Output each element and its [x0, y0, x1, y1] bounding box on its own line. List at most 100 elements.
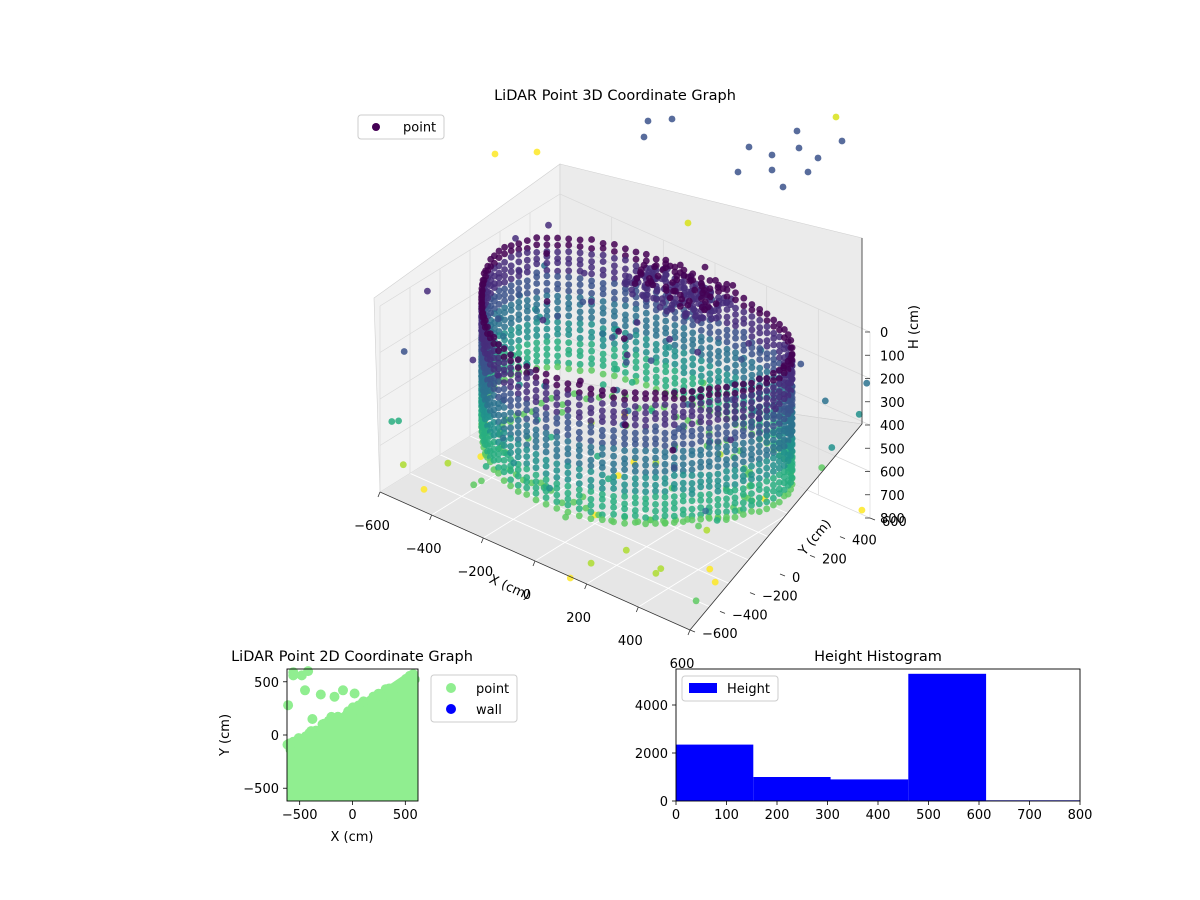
point-3d	[763, 457, 771, 465]
point-3d	[748, 507, 755, 515]
point-3d	[575, 512, 583, 520]
point-3d	[565, 287, 573, 295]
point-3d	[676, 261, 684, 269]
point-3d	[642, 435, 649, 443]
point-3d	[523, 406, 531, 414]
point-3d	[507, 294, 515, 302]
point-3d	[537, 399, 545, 407]
point-3d	[553, 414, 561, 422]
point-3d	[705, 412, 713, 420]
point-3d	[632, 372, 640, 380]
point-3d	[515, 268, 523, 275]
point-3d	[670, 421, 678, 429]
point-3d	[714, 416, 722, 423]
point-3d	[507, 467, 514, 475]
point-3d	[622, 289, 629, 297]
point-3d	[670, 433, 678, 441]
points-2d	[282, 666, 420, 801]
point-3d	[598, 485, 606, 492]
point-3d	[542, 456, 550, 464]
point-3d	[610, 413, 617, 421]
point-3d	[652, 454, 659, 462]
point-3d	[587, 396, 595, 403]
point-3d	[780, 436, 788, 444]
point-3d	[652, 493, 659, 501]
point-3d	[714, 450, 722, 458]
point-3d	[755, 435, 763, 443]
point-3d	[697, 446, 705, 454]
x-tick-label-3d: 400	[618, 634, 643, 649]
point-3d	[553, 394, 561, 401]
point-3d	[611, 365, 618, 373]
point-3d	[564, 469, 572, 477]
point-3d	[598, 432, 606, 440]
point-3d	[770, 329, 778, 337]
point-3d	[500, 417, 508, 425]
point-3d	[642, 416, 649, 424]
point-3d	[540, 484, 548, 492]
point-3d	[605, 475, 612, 483]
point-3d	[599, 245, 607, 252]
point-3d	[626, 333, 634, 340]
point-3d	[622, 311, 629, 319]
point-3d	[388, 418, 396, 425]
point-3d	[770, 462, 777, 469]
point-3d	[740, 347, 748, 354]
point-3d	[688, 505, 696, 513]
point-3d	[679, 485, 687, 493]
point-3d	[780, 375, 788, 383]
point-3d	[732, 334, 739, 342]
point-3d	[553, 452, 561, 460]
point-3d	[755, 415, 763, 422]
point-3d	[507, 383, 514, 391]
point-3d	[731, 461, 739, 469]
ticks-histogram: 0 100 200 300 400 500 600 700 800 0 2000 4000	[635, 699, 1093, 823]
point-3d	[554, 285, 561, 293]
point-3d	[642, 335, 650, 343]
point-3d	[621, 455, 628, 463]
x-tick-label-3d: 600	[670, 657, 695, 672]
point-3d	[643, 295, 650, 303]
point-3d	[763, 400, 771, 408]
point-3d	[661, 519, 669, 527]
point-3d	[670, 403, 678, 410]
point-3d	[652, 389, 659, 397]
point-3d	[599, 271, 607, 279]
point-3d	[694, 348, 702, 356]
point-3d	[818, 464, 826, 471]
point-3d	[554, 234, 561, 242]
point-3d	[748, 404, 755, 412]
point-3d	[697, 478, 705, 486]
point-3d	[611, 241, 618, 248]
point-3d	[679, 471, 687, 479]
point-3d	[632, 364, 640, 372]
point-3d	[770, 474, 777, 482]
point-3d	[723, 448, 730, 456]
point-3d	[775, 458, 783, 466]
point-3d	[631, 435, 639, 443]
x-tick-label-hist: 600	[967, 808, 992, 823]
x-tick-label-2d: −500	[282, 808, 318, 823]
point-3d	[514, 364, 522, 371]
point-3d	[532, 387, 540, 394]
y-tick-label-3d: −200	[762, 590, 798, 605]
point-2d	[387, 685, 398, 696]
point-3d	[543, 250, 550, 257]
point-3d	[564, 399, 572, 407]
point-3d	[632, 305, 640, 313]
point-3d	[523, 315, 531, 322]
point-3d	[598, 471, 606, 479]
point-3d	[770, 436, 777, 444]
point-3d	[706, 344, 714, 351]
legend-3d-marker	[372, 123, 380, 131]
point-3d	[507, 351, 514, 359]
point-3d	[755, 494, 763, 502]
x-tick-3d	[635, 606, 639, 613]
point-3d	[532, 464, 540, 472]
point-3d	[543, 279, 551, 287]
point-3d	[632, 312, 640, 320]
point-3d	[763, 337, 771, 344]
point-3d	[599, 240, 607, 247]
point-3d	[703, 291, 711, 299]
point-3d	[723, 326, 731, 334]
